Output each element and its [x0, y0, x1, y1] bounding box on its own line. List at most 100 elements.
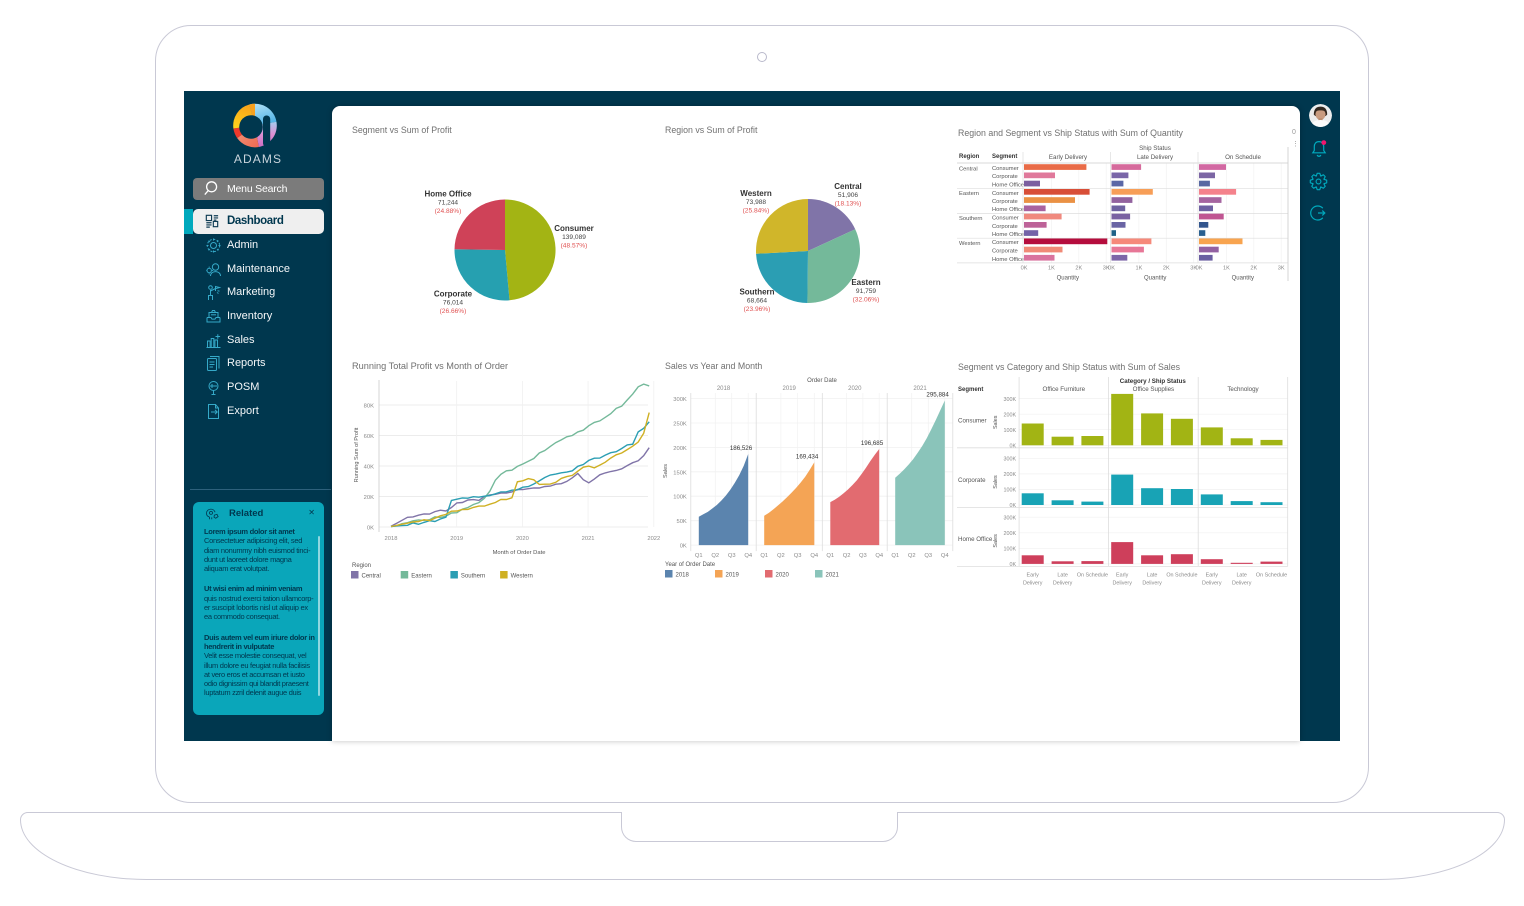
- svg-text:0K: 0K: [680, 544, 687, 550]
- svg-text:Central: Central: [834, 182, 862, 191]
- svg-text:Western: Western: [740, 189, 772, 198]
- svg-text:Southern: Southern: [959, 216, 983, 222]
- svg-text:Central: Central: [362, 574, 381, 580]
- svg-text:Q1: Q1: [695, 553, 703, 559]
- svg-text:Q2: Q2: [843, 553, 851, 559]
- svg-text:40K: 40K: [364, 465, 374, 471]
- svg-text:(23.96%): (23.96%): [744, 306, 771, 313]
- svg-text:On Schedule: On Schedule: [1166, 572, 1197, 578]
- svg-text:100K: 100K: [1004, 547, 1017, 553]
- svg-text:(48.57%): (48.57%): [561, 243, 588, 250]
- svg-text:2018: 2018: [717, 386, 731, 392]
- svg-text:Segment vs Category and Ship S: Segment vs Category and Ship Status with…: [958, 362, 1181, 372]
- svg-text:On Schedule: On Schedule: [1256, 572, 1287, 578]
- svg-text:200K: 200K: [1004, 412, 1017, 418]
- svg-text:2021: 2021: [913, 386, 927, 392]
- svg-text:Early: Early: [1027, 572, 1040, 578]
- svg-text:300K: 300K: [1004, 515, 1017, 521]
- svg-text:Q2: Q2: [777, 553, 785, 559]
- svg-text:Western: Western: [959, 241, 980, 247]
- svg-text:2018: 2018: [385, 536, 398, 542]
- svg-text:139,089: 139,089: [562, 234, 586, 241]
- svg-text:Sales: Sales: [993, 475, 999, 489]
- svg-text:2022: 2022: [647, 536, 660, 542]
- svg-text:1K: 1K: [1223, 266, 1230, 272]
- svg-text:196,685: 196,685: [861, 440, 884, 447]
- svg-text:2020: 2020: [776, 573, 790, 579]
- svg-text:Month of Order Date: Month of Order Date: [493, 550, 546, 556]
- svg-text:(24.88%): (24.88%): [435, 208, 462, 215]
- svg-text:0K: 0K: [1021, 266, 1028, 272]
- svg-text:Region: Region: [959, 154, 980, 160]
- svg-text:(26.66%): (26.66%): [440, 308, 467, 315]
- svg-text:Year of Order Date: Year of Order Date: [665, 562, 716, 568]
- svg-text:Early: Early: [1206, 572, 1219, 578]
- svg-text:2018: 2018: [676, 573, 690, 579]
- svg-text:Consumer: Consumer: [992, 191, 1019, 197]
- svg-text:71,244: 71,244: [438, 200, 459, 207]
- svg-text:73,988: 73,988: [746, 199, 767, 206]
- svg-text:Corporate: Corporate: [958, 477, 986, 484]
- svg-text:200K: 200K: [1004, 472, 1017, 478]
- svg-text:Southern: Southern: [739, 288, 774, 297]
- svg-text:Corporate: Corporate: [992, 224, 1018, 230]
- svg-text:100K: 100K: [1004, 488, 1017, 494]
- svg-text:Home Office: Home Office: [424, 190, 472, 199]
- svg-text:50K: 50K: [676, 519, 686, 525]
- svg-text:Home Office: Home Office: [958, 536, 993, 543]
- svg-text:Early: Early: [1116, 572, 1129, 578]
- svg-text:2019: 2019: [783, 386, 797, 392]
- svg-text:Consumer: Consumer: [554, 224, 594, 233]
- svg-text:Delivery: Delivery: [1023, 580, 1043, 586]
- svg-text:Late Delivery: Late Delivery: [1137, 154, 1174, 161]
- svg-text:Sales: Sales: [993, 534, 999, 548]
- svg-text:Delivery: Delivery: [1112, 580, 1132, 586]
- svg-text:150K: 150K: [673, 470, 687, 476]
- svg-text:Q4: Q4: [875, 553, 884, 559]
- svg-text:On Schedule: On Schedule: [1225, 154, 1261, 161]
- svg-text:1K: 1K: [1048, 266, 1055, 272]
- svg-text:Early Delivery: Early Delivery: [1049, 154, 1088, 161]
- svg-text:Delivery: Delivery: [1142, 580, 1162, 586]
- svg-text:Late: Late: [1057, 572, 1068, 578]
- svg-text:Consumer: Consumer: [958, 417, 987, 424]
- svg-text:68,664: 68,664: [747, 298, 768, 305]
- svg-text:Q2: Q2: [711, 553, 719, 559]
- svg-text:Q3: Q3: [859, 553, 867, 559]
- svg-text:Corporate: Corporate: [434, 290, 473, 299]
- svg-text:186,526: 186,526: [730, 445, 753, 452]
- svg-text:Western: Western: [511, 574, 533, 580]
- svg-text:Home Office: Home Office: [992, 257, 1024, 263]
- svg-text:Q3: Q3: [728, 553, 736, 559]
- svg-text:Q2: Q2: [908, 553, 916, 559]
- svg-text:Delivery: Delivery: [1053, 580, 1073, 586]
- svg-text:Segment vs Sum of Profit: Segment vs Sum of Profit: [352, 125, 452, 135]
- svg-text:2021: 2021: [826, 573, 840, 579]
- svg-text:Q3: Q3: [794, 553, 802, 559]
- svg-text:Q1: Q1: [760, 553, 768, 559]
- svg-text:91,759: 91,759: [856, 288, 877, 295]
- svg-text:76,014: 76,014: [443, 300, 464, 307]
- svg-text:2019: 2019: [450, 536, 463, 542]
- svg-text:Late: Late: [1236, 572, 1247, 578]
- svg-text:Q4: Q4: [744, 553, 753, 559]
- svg-text:Home Office: Home Office: [992, 207, 1024, 213]
- svg-text:Corporate: Corporate: [992, 199, 1018, 205]
- svg-text:Segment: Segment: [958, 387, 983, 393]
- svg-text:Segment: Segment: [992, 154, 1017, 160]
- svg-text:2K: 2K: [1075, 266, 1082, 272]
- svg-text:Eastern: Eastern: [959, 191, 979, 197]
- svg-text:200K: 200K: [673, 446, 687, 452]
- svg-text:Sales: Sales: [993, 415, 999, 429]
- svg-text:Order Date: Order Date: [807, 378, 837, 384]
- svg-text:Late: Late: [1147, 572, 1158, 578]
- svg-text:Central: Central: [959, 167, 978, 173]
- svg-text:Corporate: Corporate: [992, 249, 1018, 255]
- svg-text:Delivery: Delivery: [1232, 580, 1252, 586]
- svg-text:169,434: 169,434: [796, 453, 819, 460]
- svg-text:Consumer: Consumer: [992, 240, 1019, 246]
- svg-text:Eastern: Eastern: [411, 574, 432, 580]
- svg-text:Q1: Q1: [826, 553, 834, 559]
- svg-text:Office Furniture: Office Furniture: [1043, 386, 1086, 393]
- svg-text:Region and Segment vs Ship Sta: Region and Segment vs Ship Status with S…: [958, 128, 1184, 138]
